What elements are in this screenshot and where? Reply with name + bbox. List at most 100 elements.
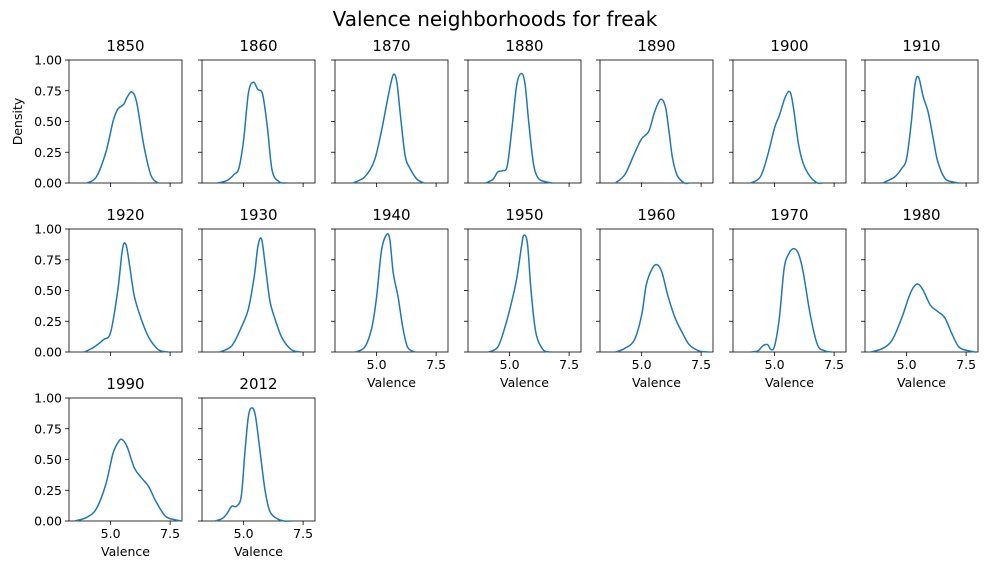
panel-1850: 1850 0.00 0.25 0.50 0.75 1.00 Density bbox=[10, 37, 183, 191]
panel-title: 1940 bbox=[372, 206, 410, 224]
x-tick-label: 7.5 bbox=[691, 357, 711, 372]
density-curve-1860 bbox=[217, 81, 287, 184]
density-curve-1890 bbox=[614, 98, 690, 185]
panel-1890: 1890 bbox=[596, 37, 714, 187]
panel-frame bbox=[864, 228, 979, 353]
panel-title: 1990 bbox=[106, 375, 144, 393]
panel-title: 1970 bbox=[770, 206, 808, 224]
panel-2012: 2012 5.0 7.5 Valence bbox=[198, 375, 316, 559]
x-tick-label: 7.5 bbox=[824, 357, 844, 372]
y-axis-label: Density bbox=[10, 97, 25, 145]
y-tick-label: 1.00 bbox=[34, 222, 62, 237]
x-tick-label: 7.5 bbox=[293, 526, 313, 541]
figure-title: Valence neighborhoods for freak bbox=[333, 7, 658, 31]
panel-title: 2012 bbox=[239, 375, 277, 393]
panel-1980: 1980 5.0 7.5 Valence bbox=[861, 206, 979, 390]
x-tick-label: 5.0 bbox=[101, 526, 121, 541]
x-tick-label: 5.0 bbox=[500, 357, 520, 372]
x-tick-label: 5.0 bbox=[367, 357, 387, 372]
panel-frame bbox=[732, 59, 847, 184]
y-tick-label: 0.75 bbox=[34, 252, 62, 267]
x-axis-label: Valence bbox=[632, 375, 681, 390]
panel-title: 1950 bbox=[505, 206, 543, 224]
panel-frame bbox=[201, 228, 316, 353]
panel-title: 1910 bbox=[902, 37, 940, 55]
y-tick-label: 0.00 bbox=[34, 345, 62, 360]
density-curve-1930 bbox=[219, 237, 301, 353]
panel-frame bbox=[68, 59, 183, 184]
y-tick-label: 0.25 bbox=[34, 314, 62, 329]
panel-title: 1930 bbox=[239, 206, 277, 224]
panel-frame bbox=[68, 397, 183, 522]
y-tick-label: 1.00 bbox=[34, 391, 62, 406]
y-tick-label: 0.75 bbox=[34, 83, 62, 98]
panel-title: 1920 bbox=[106, 206, 144, 224]
panel-1880: 1880 bbox=[464, 37, 582, 187]
panel-1930: 1930 bbox=[198, 206, 316, 356]
density-curve-2012 bbox=[214, 407, 292, 522]
y-tick-label: 1.00 bbox=[34, 53, 62, 68]
panel-frame bbox=[732, 228, 847, 353]
panel-title: 1860 bbox=[239, 37, 277, 55]
density-curve-1980 bbox=[870, 283, 976, 353]
panel-title: 1870 bbox=[372, 37, 410, 55]
density-curve-1900 bbox=[750, 90, 823, 185]
density-curve-1910 bbox=[882, 75, 960, 184]
x-tick-label: 5.0 bbox=[765, 357, 785, 372]
density-curve-1940 bbox=[354, 232, 416, 353]
density-curve-1870 bbox=[352, 73, 425, 184]
panel-frame bbox=[201, 59, 316, 184]
panel-frame bbox=[467, 228, 582, 353]
y-tick-label: 0.50 bbox=[34, 114, 62, 129]
x-tick-label: 5.0 bbox=[234, 526, 254, 541]
panel-frame bbox=[201, 397, 316, 522]
y-tick-label: 0.00 bbox=[34, 514, 62, 529]
panel-1950: 1950 5.0 7.5 Valence bbox=[464, 206, 582, 390]
x-tick-label: 5.0 bbox=[632, 357, 652, 372]
density-curve-1920 bbox=[84, 242, 168, 353]
panel-1870: 1870 bbox=[331, 37, 449, 187]
x-axis-label: Valence bbox=[897, 375, 946, 390]
density-curve-1850 bbox=[86, 91, 159, 184]
panel-grid: 1850 0.00 0.25 0.50 0.75 1.00 Density 1860 1870 1… bbox=[10, 37, 979, 559]
x-axis-label: Valence bbox=[500, 375, 549, 390]
density-curve-1880 bbox=[485, 72, 553, 184]
x-tick-label: 7.5 bbox=[956, 357, 976, 372]
x-tick-label: 7.5 bbox=[559, 357, 579, 372]
x-axis-label: Valence bbox=[234, 544, 283, 559]
panel-1900: 1900 bbox=[729, 37, 847, 187]
density-curve-1950 bbox=[487, 234, 551, 353]
panel-title: 1900 bbox=[770, 37, 808, 55]
x-axis-label: Valence bbox=[367, 375, 416, 390]
density-curve-1990 bbox=[74, 438, 183, 522]
y-tick-label: 0.00 bbox=[34, 176, 62, 191]
panel-1970: 1970 5.0 7.5 Valence bbox=[729, 206, 847, 390]
y-tick-label: 0.50 bbox=[34, 452, 62, 467]
x-tick-label: 7.5 bbox=[160, 526, 180, 541]
panel-1910: 1910 bbox=[861, 37, 979, 187]
panel-1990: 1990 0.00 0.25 0.50 0.75 1.00 5.0 7.5 Valence bbox=[34, 375, 183, 559]
y-tick-label: 0.50 bbox=[34, 283, 62, 298]
panel-title: 1850 bbox=[106, 37, 144, 55]
panel-frame bbox=[599, 228, 714, 353]
panel-frame bbox=[599, 59, 714, 184]
x-tick-label: 7.5 bbox=[426, 357, 446, 372]
x-tick-label: 5.0 bbox=[897, 357, 917, 372]
x-axis-label: Valence bbox=[765, 375, 814, 390]
panel-title: 1960 bbox=[637, 206, 675, 224]
y-tick-label: 0.25 bbox=[34, 483, 62, 498]
panel-frame bbox=[68, 228, 183, 353]
panel-1940: 1940 5.0 7.5 Valence bbox=[331, 206, 449, 390]
panel-1860: 1860 bbox=[198, 37, 316, 187]
panel-title: 1980 bbox=[902, 206, 940, 224]
x-axis-label: Valence bbox=[101, 544, 150, 559]
panel-title: 1890 bbox=[637, 37, 675, 55]
panel-frame bbox=[864, 59, 979, 184]
panel-1960: 1960 5.0 7.5 Valence bbox=[596, 206, 714, 390]
panel-1920: 1920 0.00 0.25 0.50 0.75 1.00 bbox=[34, 206, 183, 360]
density-curve-1970 bbox=[750, 247, 832, 353]
y-tick-label: 0.25 bbox=[34, 145, 62, 160]
density-curve-1960 bbox=[615, 263, 709, 353]
panel-title: 1880 bbox=[505, 37, 543, 55]
